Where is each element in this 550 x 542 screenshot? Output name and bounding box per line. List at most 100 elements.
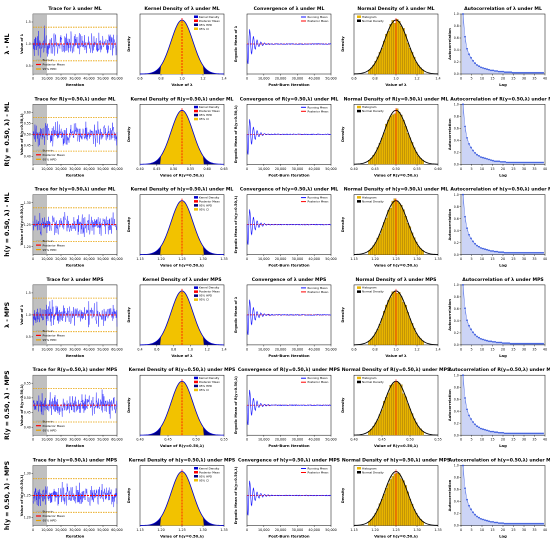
legend-label: 95% HPD: [199, 474, 212, 478]
x-tick-label: 30,000: [69, 77, 81, 81]
acf-line: [462, 465, 543, 524]
x-tick-label: 1.15: [350, 257, 357, 261]
histogram-bar: [400, 25, 403, 75]
x-tick-label: 1.15: [136, 528, 143, 532]
row-label: R(y = 0.50, λ) - MPS: [4, 370, 11, 440]
trace-line: [32, 299, 118, 328]
legend-label: Posterior Mean: [308, 19, 329, 23]
x-tick-label: 50,000: [325, 167, 337, 171]
legend-label: Running Mean: [308, 467, 328, 471]
histogram-bar: [402, 393, 405, 436]
histogram-bar: [378, 324, 382, 346]
panel-row1-col0: Trace for R(y=0.50,λ) under ML Iteration V…: [20, 96, 123, 177]
x-tick-label: 50,000: [325, 528, 337, 532]
x-tick-label: 30,000: [69, 347, 81, 351]
x-tick-label: 30,000: [69, 167, 81, 171]
histogram-bar: [412, 509, 416, 526]
histogram-bar: [380, 318, 384, 346]
legend-swatch: [194, 19, 198, 22]
y-tick-label: 1.0: [454, 12, 459, 16]
y-axis-label: Density: [127, 126, 131, 142]
x-tick-label: 5: [470, 77, 472, 81]
panel-title: Kernel Density of λ under ML: [144, 6, 219, 12]
histogram-bar: [402, 480, 405, 526]
y-tick-label: 0.0: [454, 72, 459, 76]
histogram-bar: [387, 300, 390, 346]
x-tick-label: 0: [460, 167, 462, 171]
y-tick-label: 0.6: [454, 307, 459, 311]
x-tick-label: 25: [511, 77, 515, 81]
legend-label: Running Mean: [308, 286, 328, 290]
x-tick-label: 10: [480, 438, 484, 442]
panel-row5-col4: Autocorrelation of h(y=0.50,λ) under MPS…: [448, 458, 550, 539]
y-tick-label: 0.8: [454, 205, 459, 209]
y-tick-label: 1.30: [24, 472, 31, 476]
x-axis-label: Value of λ: [385, 82, 407, 87]
y-tick-label: 1.0: [454, 373, 459, 377]
acf-line: [462, 194, 543, 253]
histogram-bar: [389, 479, 392, 526]
x-tick-label: 40,000: [308, 77, 320, 81]
x-axis-label: Value of h(y=0.50,λ): [374, 534, 418, 539]
histogram-bar: [395, 108, 399, 165]
legend-swatch: [194, 105, 198, 109]
y-axis-label: Autocorrelation: [448, 479, 452, 511]
legend-label: Normal Density: [362, 290, 384, 294]
x-axis-label: Iteration: [66, 263, 85, 268]
x-tick-label: 20,000: [55, 347, 67, 351]
panel-row0-col3: Normal Density of λ under ML Value of λ De…: [341, 6, 441, 87]
x-tick-label: 60,000: [111, 438, 123, 442]
y-axis-label: Density: [341, 397, 345, 413]
histogram-bar: [406, 133, 409, 165]
x-tick-label: 10,000: [258, 77, 270, 81]
acf-line: [462, 375, 543, 434]
histogram-bar: [387, 483, 390, 526]
x-tick-label: 20,000: [55, 167, 67, 171]
histogram-bar: [408, 226, 412, 255]
x-tick-label: 1.0: [179, 77, 184, 81]
panel-row0-col1: Kernel Density of λ under ML Value of λ De…: [127, 6, 227, 87]
histogram-bar: [393, 291, 397, 346]
legend-swatch: [194, 286, 198, 289]
running-mean-line: [246, 29, 332, 64]
legend-label: 95% HPD: [43, 519, 58, 523]
x-axis-label: Iteration: [66, 172, 85, 177]
x-tick-label: 50,000: [97, 167, 109, 171]
x-tick-label: 40: [543, 438, 547, 442]
panel-title: Kernel Density of R(y=0.50,λ) under MPS: [129, 367, 236, 373]
legend-label: Posterior Mean: [43, 153, 65, 157]
x-axis-label: Lag: [499, 353, 507, 358]
y-tick-label: 1.5: [26, 20, 31, 24]
histogram-bar: [385, 488, 388, 526]
histogram-bar: [391, 200, 394, 255]
legend-swatch: [357, 19, 361, 22]
histogram-bar: [410, 413, 414, 436]
legend-label: Running Mean: [308, 15, 328, 19]
x-tick-label: 10,000: [41, 528, 53, 532]
histogram-bar: [383, 40, 386, 75]
x-axis-label: Value of R(y=0.50,λ): [374, 443, 418, 448]
x-tick-label: 0: [246, 167, 248, 171]
legend-label: Posterior Mean: [199, 290, 220, 294]
running-mean-line: [246, 209, 332, 245]
legend-label: Histogram: [362, 286, 377, 290]
legend-label: Posterior Mean: [199, 109, 220, 113]
histogram-bar: [395, 200, 399, 255]
x-axis-label: Lag: [499, 443, 507, 448]
legend-swatch: [194, 380, 198, 384]
panel-title: Trace for λ under MPS: [46, 277, 103, 283]
y-tick-label: 1.30: [24, 201, 31, 205]
x-tick-label: 10: [480, 347, 484, 351]
x-tick-label: 1.15: [350, 528, 357, 532]
x-tick-label: 40,000: [83, 167, 95, 171]
y-axis-label: Ergodic Mean of λ: [234, 296, 238, 333]
x-tick-label: 0.4: [137, 347, 142, 351]
legend-label: Posterior Mean: [308, 471, 329, 475]
x-tick-label: 30,000: [292, 257, 304, 261]
x-tick-label: 0.45: [153, 167, 160, 171]
histogram-bar: [417, 155, 420, 165]
y-tick-label: 0.0: [454, 524, 459, 528]
